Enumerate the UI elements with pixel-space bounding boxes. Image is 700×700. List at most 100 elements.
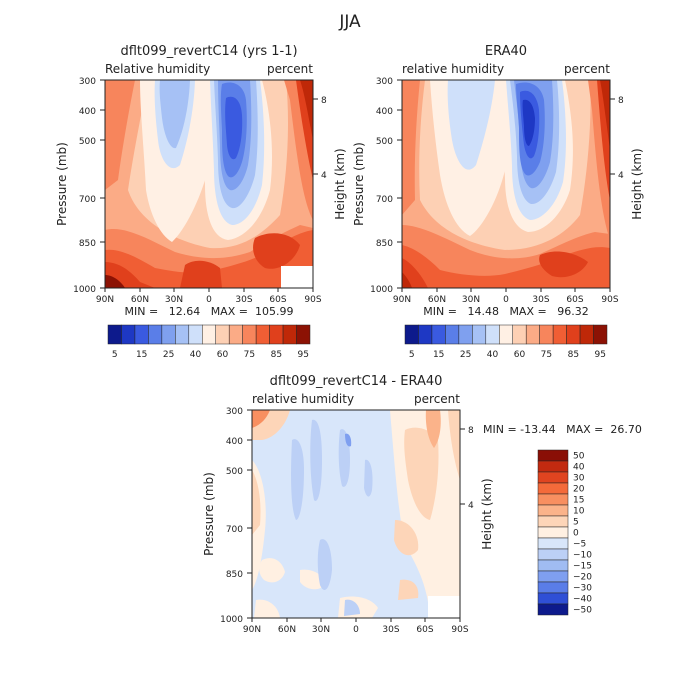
colorbar-label: 10 xyxy=(573,507,585,517)
y-tick-label: 400 xyxy=(226,437,243,447)
y-axis-right: 8 4 Height (km) xyxy=(610,96,644,220)
x-tick-label: 90S xyxy=(601,295,618,305)
colorbar-swatch xyxy=(537,559,569,572)
colorbar-label: 40 xyxy=(487,350,499,360)
colorbar-swatch xyxy=(539,324,554,345)
colorbar: 5 15 25 40 60 75 85 95 xyxy=(107,324,311,360)
panel-difference: dflt099_revertC14 - ERA40 relative humid… xyxy=(202,374,642,635)
x-tick-label: 90N xyxy=(243,625,261,635)
x-tick-label: 60N xyxy=(428,295,446,305)
figure-title: JJA xyxy=(338,12,361,32)
y-tick-label: 500 xyxy=(79,137,96,147)
panel-units-label: percent xyxy=(267,62,313,76)
panel-units-label: percent xyxy=(414,392,460,406)
colorbar-swatch xyxy=(445,324,460,345)
contour-field xyxy=(105,80,313,288)
colorbar-swatch xyxy=(525,324,540,345)
colorbar-swatch xyxy=(537,592,569,605)
colorbar-label: −50 xyxy=(573,606,592,616)
colorbar-swatch xyxy=(537,581,569,594)
colorbar-label: 20 xyxy=(573,485,585,495)
colorbar-swatch xyxy=(537,548,569,561)
panel-reanalysis: ERA40 relative humidity percent xyxy=(352,44,644,360)
contour-field xyxy=(252,410,460,618)
x-tick-label: 0 xyxy=(503,295,509,305)
colorbar-swatch xyxy=(472,324,487,345)
colorbar-swatch xyxy=(537,482,569,495)
colorbar-swatch xyxy=(499,324,513,345)
colorbar-swatch xyxy=(431,324,446,345)
colorbar-swatch xyxy=(537,537,569,550)
y-axis-title: Pressure (mb) xyxy=(352,142,366,226)
colorbar-label: −10 xyxy=(573,551,592,561)
height-axis-title: Height (km) xyxy=(480,478,494,549)
y-tick-label: 850 xyxy=(376,239,393,249)
colorbar-label: 25 xyxy=(460,350,471,360)
y-tick-label: 500 xyxy=(226,467,243,477)
colorbar-swatch xyxy=(188,324,203,345)
colorbar-swatch xyxy=(537,570,569,583)
x-tick-label: 90N xyxy=(393,295,411,305)
x-tick-label: 30N xyxy=(312,625,330,635)
colorbar-swatch xyxy=(537,603,569,616)
x-tick-label: 30N xyxy=(462,295,480,305)
colorbar-label: 85 xyxy=(568,350,579,360)
x-tick-label: 0 xyxy=(206,295,212,305)
colorbar-swatch xyxy=(458,324,473,345)
y-axis-title: Pressure (mb) xyxy=(55,142,69,226)
y-tick-label: 850 xyxy=(79,239,96,249)
colorbar-label: 75 xyxy=(244,350,255,360)
y-axis-right: 8 4 Height (km) xyxy=(313,96,347,220)
x-tick-label: 60S xyxy=(269,295,286,305)
colorbar-label: 15 xyxy=(573,496,584,506)
colorbar-swatch xyxy=(537,460,569,473)
colorbar-swatch xyxy=(537,471,569,484)
colorbar-label: 15 xyxy=(433,350,444,360)
y-tick-label: 1000 xyxy=(370,285,393,295)
colorbar-label: 25 xyxy=(163,350,174,360)
colorbar-label: 95 xyxy=(595,350,606,360)
colorbar-label: −5 xyxy=(573,540,586,550)
colorbar-swatch xyxy=(255,324,270,345)
y-tick-label: 700 xyxy=(226,525,243,535)
y-tick-label: 400 xyxy=(376,107,393,117)
colorbar-swatch xyxy=(537,493,569,506)
colorbar-label: 15 xyxy=(136,350,147,360)
y-axis-title: Pressure (mb) xyxy=(202,472,216,556)
colorbar-swatch xyxy=(134,324,149,345)
panel-title: ERA40 xyxy=(485,44,527,59)
y-axis-left: 300 400 500 700 850 1000 Pressure (mb) xyxy=(55,77,105,295)
colorbar-label: 0 xyxy=(573,529,579,539)
x-axis: 90N 60N 30N 0 30S 60S 90S xyxy=(393,288,619,305)
x-axis: 90N 60N 30N 0 30S 60S 90S xyxy=(96,288,322,305)
colorbar-swatch xyxy=(566,324,581,345)
colorbar: 5 15 25 40 60 75 85 95 xyxy=(404,324,608,360)
x-tick-label: 90S xyxy=(304,295,321,305)
x-tick-label: 60S xyxy=(416,625,433,635)
colorbar-swatch xyxy=(107,324,122,345)
colorbar-swatch xyxy=(282,324,297,345)
colorbar-label: −40 xyxy=(573,595,592,605)
x-tick-label: 30N xyxy=(165,295,183,305)
colorbar-label: 85 xyxy=(271,350,282,360)
colorbar-swatch xyxy=(593,324,608,345)
colorbar-label: 30 xyxy=(573,474,585,484)
y-tick-label: 400 xyxy=(79,107,96,117)
colorbar-label: 5 xyxy=(409,350,415,360)
colorbar-swatch xyxy=(537,449,569,462)
colorbar-swatch xyxy=(552,324,567,345)
height-tick-label: 8 xyxy=(321,96,327,106)
colorbar-swatch xyxy=(215,324,230,345)
y-tick-label: 850 xyxy=(226,570,243,580)
height-tick-label: 8 xyxy=(618,96,624,106)
colorbar-swatch xyxy=(228,324,243,345)
x-tick-label: 60N xyxy=(278,625,296,635)
height-tick-label: 4 xyxy=(321,171,327,181)
panel-variable-label: Relative humidity xyxy=(105,62,210,76)
colorbar-label: −15 xyxy=(573,562,592,572)
x-tick-label: 0 xyxy=(353,625,359,635)
colorbar-swatch xyxy=(121,324,136,345)
panel-variable-label: relative humidity xyxy=(402,62,504,76)
panel-title: dflt099_revertC14 - ERA40 xyxy=(270,374,443,389)
